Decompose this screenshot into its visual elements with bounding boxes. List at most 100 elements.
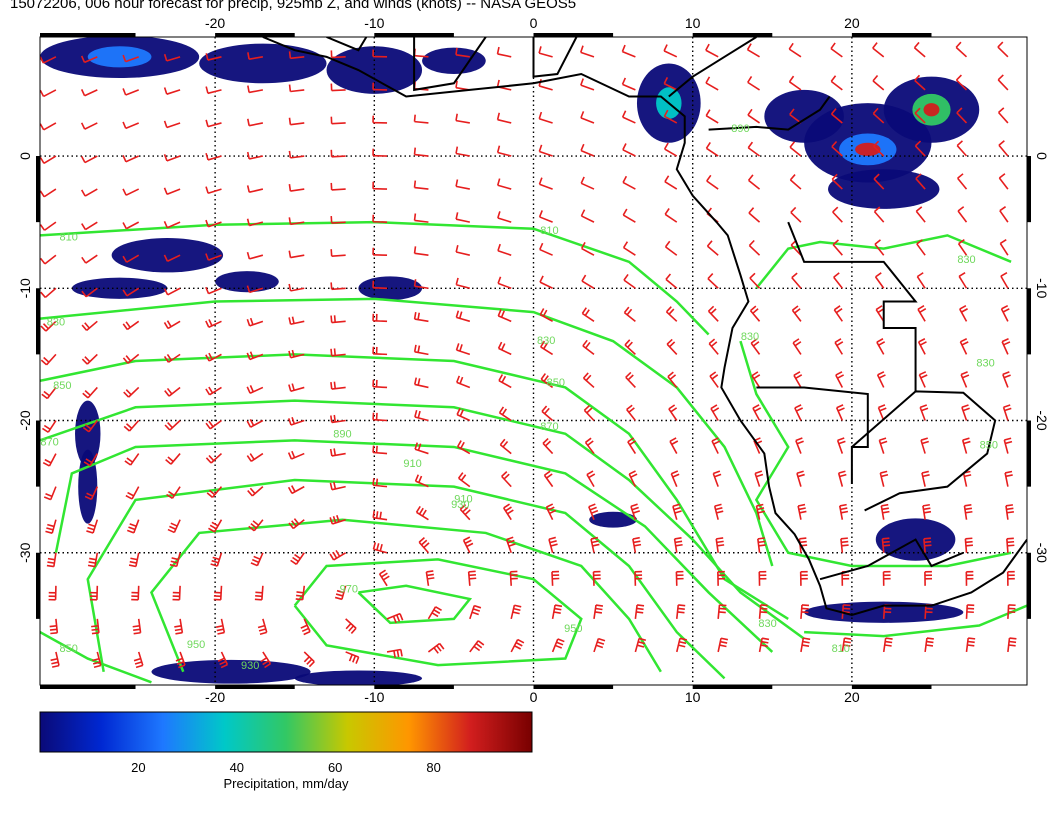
wind-barb-feather	[631, 506, 639, 511]
wind-barb-staff	[131, 486, 140, 500]
frame-band-bottom	[374, 685, 454, 689]
precipitation-area	[589, 511, 637, 528]
wind-barb	[916, 239, 926, 256]
wind-barb-feather	[915, 173, 922, 180]
wind-barb	[257, 618, 268, 636]
wind-barb-staff	[997, 111, 1009, 124]
wind-barb-staff	[669, 440, 678, 454]
wind-barb	[709, 371, 719, 388]
wind-barb-feather	[873, 140, 880, 147]
wind-barb-staff	[497, 282, 512, 290]
wind-barb-feather	[919, 404, 928, 409]
wind-barb	[882, 570, 891, 586]
wind-barb	[418, 537, 430, 554]
wind-barb-staff	[84, 188, 98, 197]
wind-barb	[81, 221, 98, 231]
wind-barb-feather	[473, 645, 481, 652]
wind-barb-feather	[464, 539, 472, 545]
wind-barb	[792, 338, 802, 355]
wind-barb	[288, 349, 305, 359]
wind-barb	[246, 418, 264, 428]
wind-barb-feather	[675, 543, 683, 547]
wind-barb	[956, 107, 968, 124]
wind-barb	[497, 211, 512, 223]
frame-band-top	[851, 33, 932, 37]
wind-barb	[752, 404, 762, 421]
sierra-leone-border	[326, 37, 368, 52]
wind-barb	[122, 54, 139, 63]
wind-barb-feather	[513, 607, 521, 612]
longitude-label-bottom: -10	[364, 689, 384, 705]
wind-barb-feather	[664, 208, 670, 215]
wind-barb-feather	[836, 404, 844, 409]
wind-barb-feather	[667, 371, 674, 378]
wind-barb-feather	[550, 543, 558, 547]
wind-barb	[330, 315, 346, 324]
wind-barb-staff	[878, 440, 885, 454]
wind-barb-feather	[372, 445, 375, 453]
wind-barb-staff	[497, 217, 512, 223]
wind-barb-feather	[801, 644, 810, 647]
wind-barb	[378, 569, 390, 587]
wind-barb-feather	[414, 409, 418, 418]
wind-barb-staff	[998, 144, 1009, 157]
wind-barb-feather	[546, 473, 553, 479]
wind-barb-staff	[538, 52, 553, 58]
wind-barb	[751, 371, 761, 388]
wind-barb-feather	[621, 110, 627, 118]
wind-barb	[621, 44, 636, 58]
wind-barb-feather	[878, 341, 886, 346]
contour-label: 910	[403, 458, 421, 470]
wind-barb-staff	[169, 419, 181, 431]
wind-barb-feather	[747, 174, 754, 181]
wind-barb-staff	[209, 419, 222, 430]
wind-barb-feather	[49, 625, 57, 628]
wind-barb-feather	[40, 123, 45, 131]
wind-barb-feather	[663, 142, 669, 150]
longitude-label-bottom: 20	[844, 689, 860, 705]
wind-barb	[624, 339, 636, 355]
wind-barb	[205, 119, 222, 128]
wind-barb-feather	[710, 308, 717, 315]
wind-barb-feather	[47, 523, 55, 528]
wind-barb	[330, 50, 346, 59]
contour-810-south	[804, 604, 1027, 638]
wind-barb-staff	[290, 89, 305, 93]
wind-barb-feather	[413, 213, 417, 221]
precipitation-area	[326, 46, 423, 94]
wind-barb-staff	[997, 46, 1009, 58]
wind-barb-feather	[288, 51, 292, 59]
wind-barb-feather	[833, 272, 840, 278]
wind-barb-feather	[585, 374, 592, 381]
wind-barb-staff	[505, 539, 512, 554]
wind-barb-feather	[543, 342, 549, 350]
wind-barb	[580, 176, 595, 190]
wind-barb-feather	[249, 385, 255, 393]
wind-barb-staff	[711, 440, 719, 454]
wind-barb	[246, 285, 264, 294]
wind-barb	[836, 437, 846, 454]
wind-barb-staff	[540, 346, 554, 356]
wind-barb-staff	[85, 287, 98, 298]
latitude-label-left: -30	[17, 542, 33, 562]
contour-label: 930	[451, 499, 469, 511]
wind-barb-feather	[580, 78, 584, 86]
wind-barb	[205, 452, 223, 464]
wind-barb-staff	[874, 243, 885, 256]
wind-barb-staff	[664, 181, 678, 190]
wind-barb-staff	[916, 243, 926, 256]
wind-barb	[246, 118, 264, 127]
wind-barb	[1007, 604, 1016, 619]
wind-barb-feather	[122, 88, 127, 96]
wind-barb-feather	[250, 522, 257, 529]
wind-barb	[163, 287, 181, 296]
wind-barb-feather	[961, 308, 968, 313]
contour-label: 850	[980, 439, 998, 451]
longitude-label-bottom: 10	[685, 689, 701, 705]
wind-barb	[625, 371, 636, 388]
wind-barb-feather	[418, 475, 423, 483]
wind-barb	[496, 145, 512, 157]
map-frame-ticks	[36, 33, 1031, 689]
wind-barb-feather	[288, 117, 292, 125]
